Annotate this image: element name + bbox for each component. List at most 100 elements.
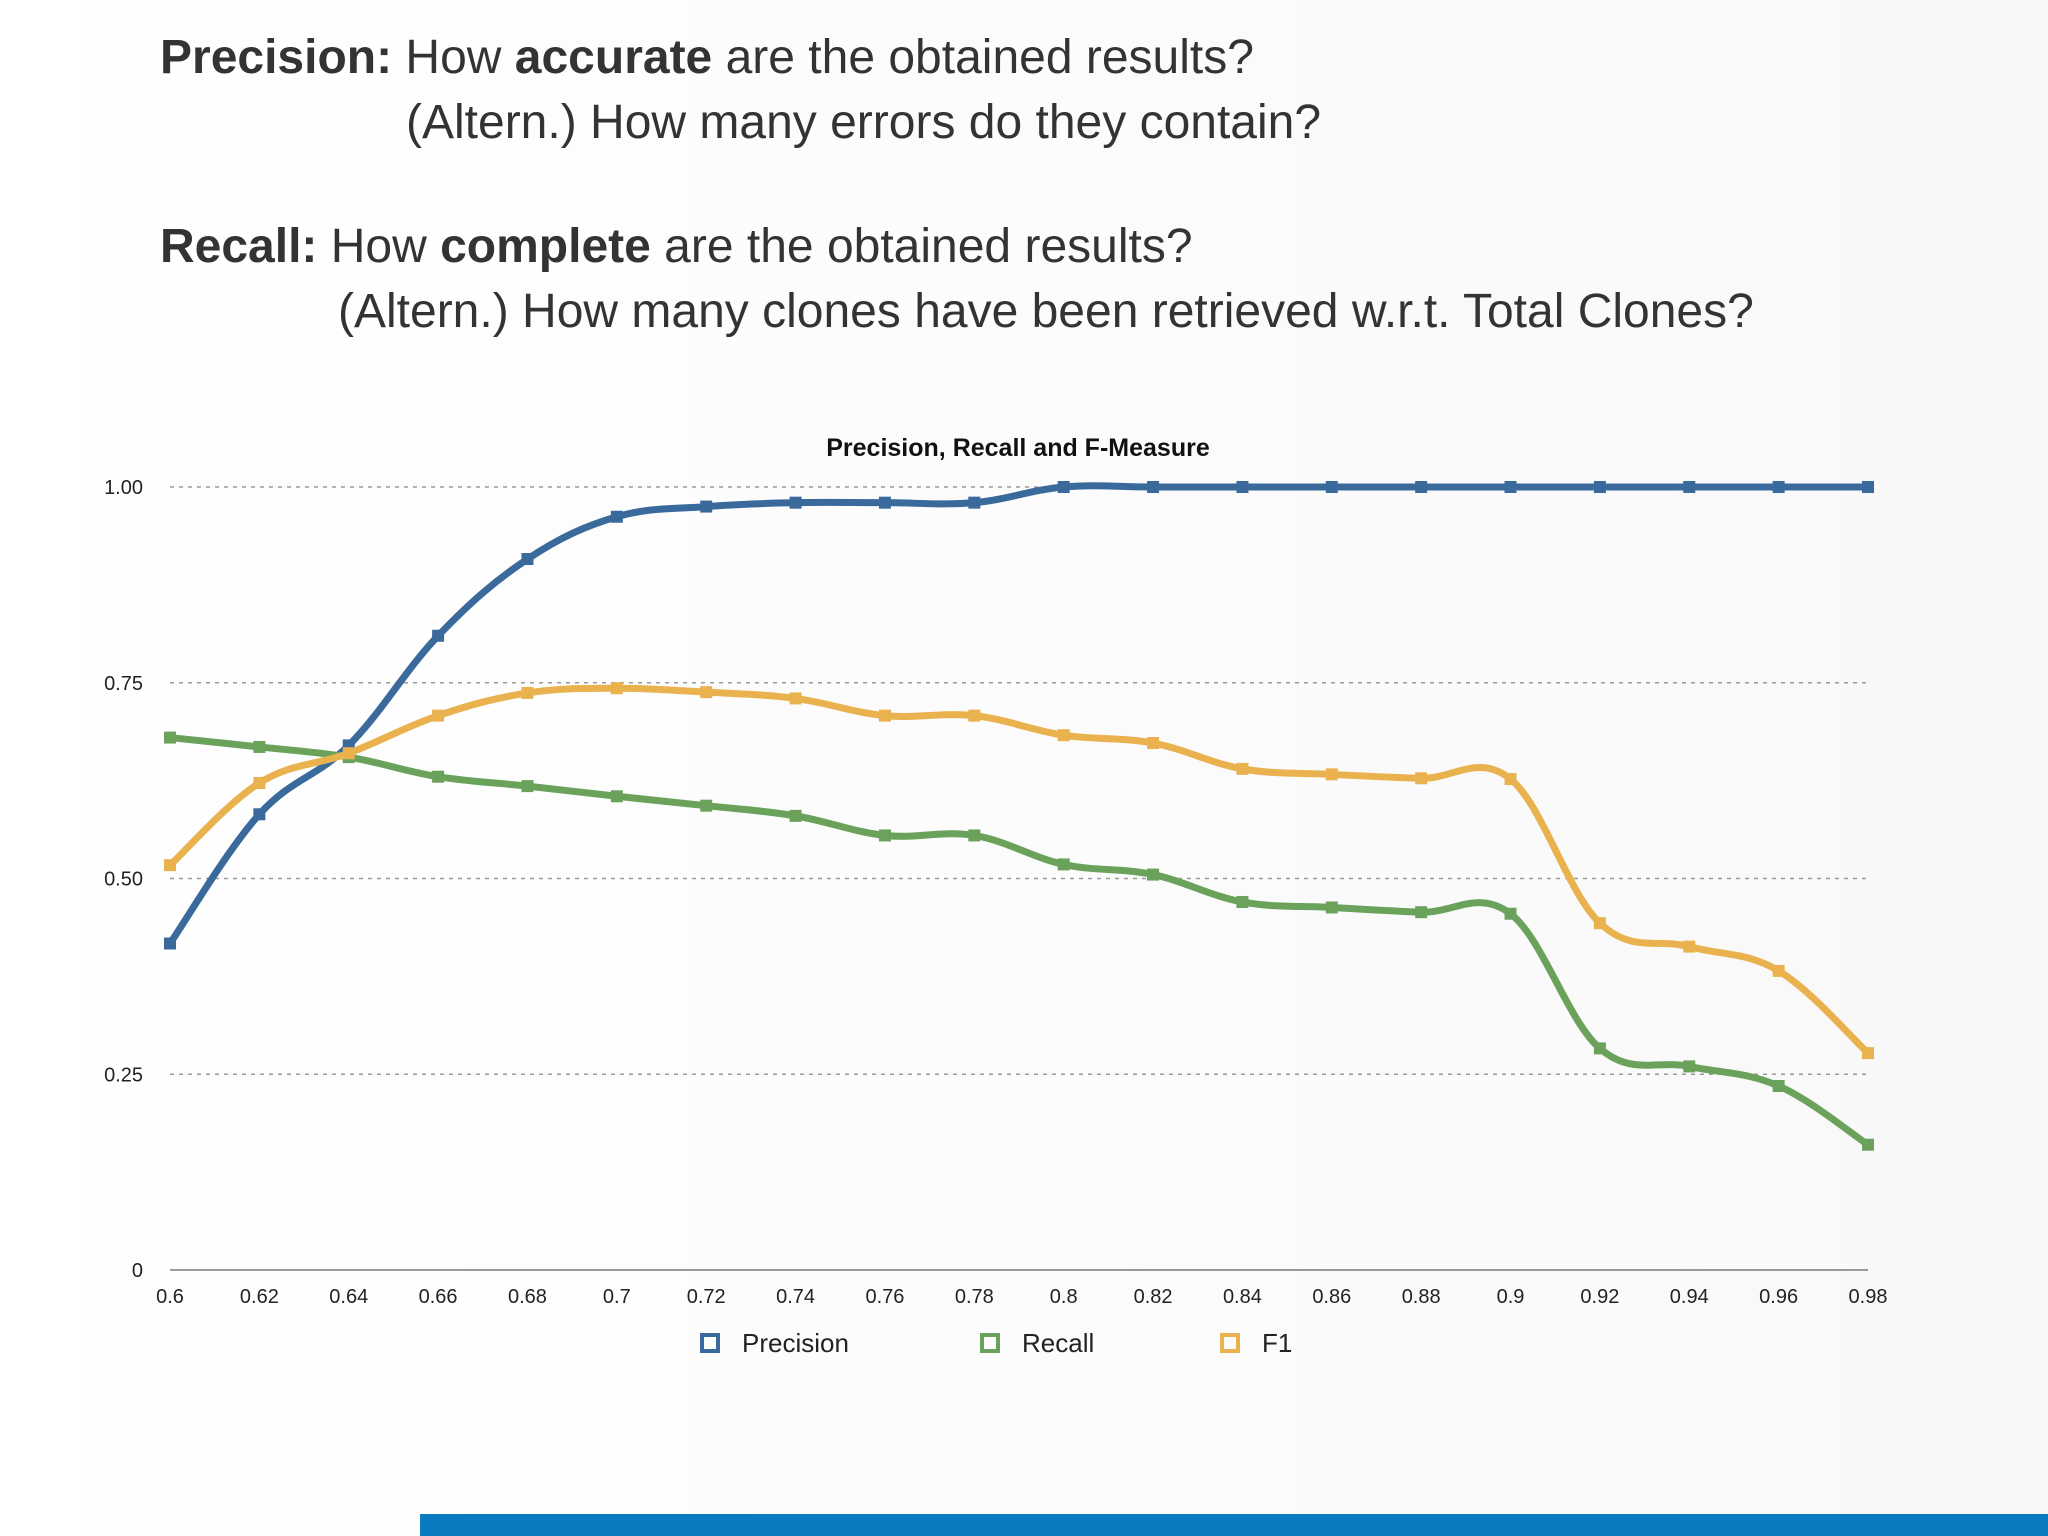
x-tick-label: 0.96	[1759, 1286, 1798, 1308]
precision-keyword: accurate	[514, 31, 713, 84]
x-tick-label: 0.88	[1402, 1286, 1441, 1308]
legend-item-f1: F1	[1220, 1328, 1292, 1358]
f1-point	[610, 682, 623, 695]
f1-point	[521, 686, 534, 699]
recall-point	[164, 731, 176, 744]
recall-point	[789, 809, 802, 822]
x-tick-label: 0.76	[865, 1286, 904, 1308]
precision-point	[789, 496, 802, 509]
recall-point	[432, 770, 445, 783]
x-tick-label: 0.62	[240, 1286, 279, 1308]
legend-item-precision: Precision	[700, 1328, 849, 1358]
f1-point	[1415, 772, 1428, 785]
f1-point	[1683, 940, 1696, 953]
footer-accent-bar	[420, 1514, 2048, 1536]
precision-point	[968, 496, 981, 509]
recall-definition: Recall: How complete are the obtained re…	[160, 219, 1193, 275]
precision-definition: Precision: How accurate are the obtained…	[160, 30, 1254, 86]
f1-point	[1057, 729, 1070, 742]
recall-point	[1147, 868, 1160, 881]
x-tick-label: 0.98	[1849, 1286, 1888, 1308]
x-tick-label: 0.86	[1312, 1286, 1351, 1308]
recall-point	[1236, 895, 1249, 908]
recall-text-pre: How	[317, 220, 441, 273]
x-tick-label: 0.84	[1223, 1286, 1262, 1308]
recall-point	[1593, 1042, 1606, 1055]
legend-swatch	[700, 1333, 720, 1353]
recall-point	[878, 829, 891, 842]
precision-point	[1683, 481, 1696, 493]
x-tick-label: 0.64	[329, 1286, 368, 1308]
f1-point	[1772, 964, 1785, 977]
axes: 0 0.25 0.50 0.75 1.00 0.6 0.62 0.64 0.66 0.68 0.7 0…	[104, 477, 1887, 1308]
legend: Precision Recall F1	[700, 1328, 1292, 1358]
precision-point	[432, 629, 445, 642]
precision-point	[1504, 481, 1517, 493]
recall-term: Recall:	[160, 220, 318, 273]
precision-point	[1325, 481, 1338, 493]
f1-point	[342, 747, 355, 760]
f1-point	[1236, 762, 1249, 775]
legend-item-recall: Recall	[980, 1328, 1094, 1358]
x-tick-label: 0.8	[1050, 1286, 1078, 1308]
legend-label: F1	[1262, 1328, 1292, 1358]
x-tick-label: 0.72	[687, 1286, 726, 1308]
x-tick-label: 0.82	[1134, 1286, 1173, 1308]
x-tick-label: 0.68	[508, 1286, 547, 1308]
f1-point	[968, 709, 981, 722]
precision-point	[1236, 481, 1249, 493]
y-tick-label: 0	[132, 1260, 143, 1282]
f1-point	[789, 692, 802, 705]
recall-point	[1057, 858, 1070, 871]
precision-text-post: are the obtained results?	[712, 31, 1254, 84]
recall-point	[1772, 1079, 1785, 1092]
series	[164, 481, 1874, 1151]
y-tick-label: 0.50	[104, 869, 143, 891]
recall-point	[700, 799, 713, 812]
precision-point	[164, 937, 176, 950]
f1-point	[878, 709, 891, 722]
f1-point	[253, 776, 266, 789]
precision-text-pre: How	[392, 31, 515, 84]
f1-point	[1147, 737, 1160, 750]
recall-text-post: are the obtained results?	[650, 220, 1193, 273]
y-tick-label: 0.25	[104, 1064, 143, 1086]
f1-point	[1593, 917, 1606, 930]
grid	[170, 486, 1868, 1075]
f1-line	[166, 684, 1872, 1057]
legend-swatch	[1220, 1333, 1240, 1353]
precision-point	[1057, 481, 1070, 493]
x-tick-label: 0.94	[1670, 1286, 1709, 1308]
f1-point	[1862, 1047, 1874, 1060]
x-tick-label: 0.9	[1497, 1286, 1525, 1308]
y-tick-label: 1.00	[104, 477, 143, 499]
f1-point	[164, 859, 176, 872]
precision-point	[610, 510, 623, 523]
recall-point	[610, 790, 623, 803]
f1-point	[1325, 768, 1338, 781]
precision-point	[253, 808, 266, 821]
precision-point	[1772, 481, 1785, 493]
precision-point	[878, 496, 891, 509]
f1-point	[1504, 773, 1517, 786]
recall-point	[1683, 1060, 1696, 1073]
x-tick-label: 0.7	[603, 1286, 631, 1308]
chart-title: Precision, Recall and F-Measure	[826, 434, 1210, 462]
recall-point	[1415, 906, 1428, 919]
recall-point	[521, 780, 534, 793]
precision-term: Precision:	[160, 31, 393, 84]
precision-point	[521, 553, 534, 566]
precision-point	[1415, 481, 1428, 493]
recall-alternative: (Altern.) How many clones have been retr…	[338, 285, 1754, 338]
x-tick-label: 0.66	[419, 1286, 458, 1308]
precision-point	[1862, 481, 1874, 493]
f1-point	[432, 709, 445, 722]
f1-point	[700, 686, 713, 699]
series-precision	[164, 481, 1874, 950]
series-recall	[164, 731, 1874, 1151]
precision-point	[1593, 481, 1606, 493]
legend-swatch	[980, 1333, 1000, 1353]
recall-line	[166, 734, 1872, 1149]
